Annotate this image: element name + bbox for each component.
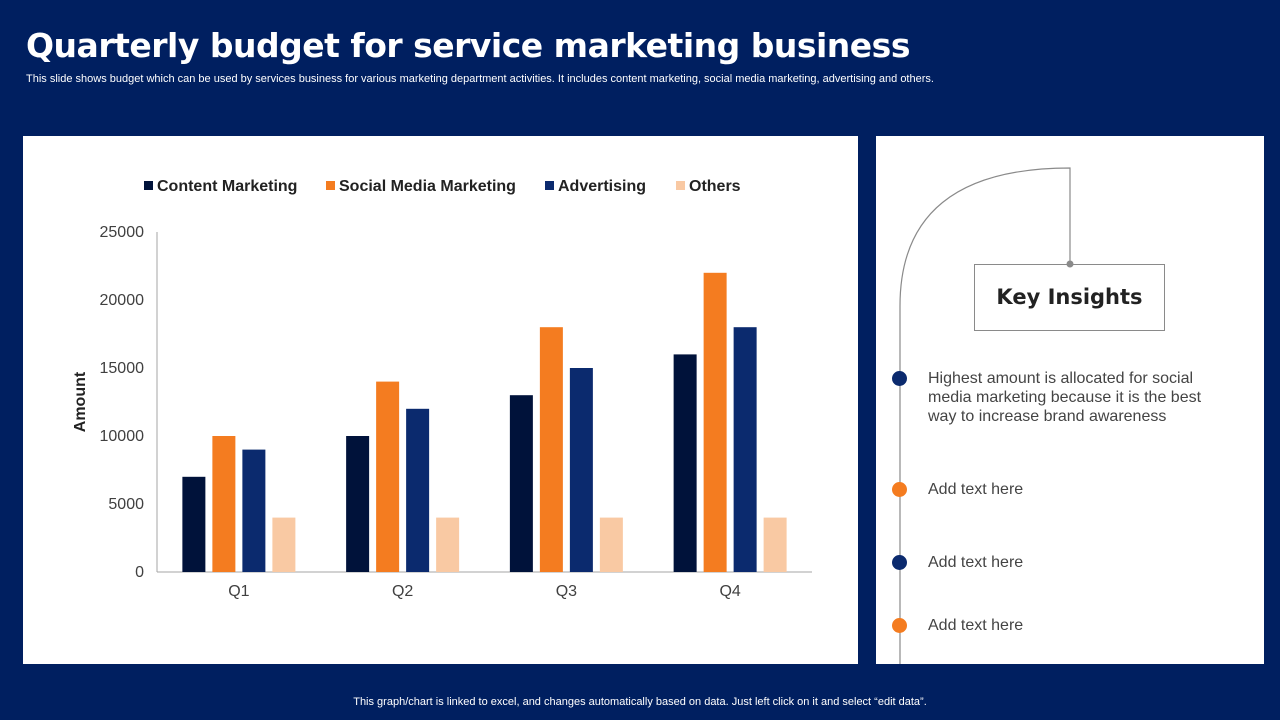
- y-axis-title: Amount: [72, 371, 89, 432]
- x-tick-label: Q2: [392, 583, 413, 600]
- legend-label: Social Media Marketing: [339, 178, 516, 195]
- y-tick-label: 25000: [100, 224, 145, 241]
- legend-label: Content Marketing: [157, 178, 297, 195]
- y-tick-label: 20000: [100, 292, 145, 309]
- bar: [599, 517, 623, 572]
- y-tick-label: 15000: [100, 360, 145, 377]
- footer-note: This graph/chart is linked to excel, and…: [353, 696, 927, 708]
- bar-chart[interactable]: 0 5000 10000 15000 20000 25000 Amount Q1 Q2 Q3 Q4 C…: [23, 136, 858, 664]
- bar: [182, 476, 206, 572]
- bar: [212, 436, 236, 572]
- page-title: Quarterly budget for service marketing b…: [26, 26, 910, 65]
- chart-panel: 0 5000 10000 15000 20000 25000 Amount Q1 Q2 Q3 Q4 C…: [23, 136, 858, 664]
- insight-text[interactable]: Highest amount is allocated for social m…: [928, 370, 1202, 425]
- insights-panel: Key Insights Highest amount is allocated…: [876, 136, 1264, 664]
- bullet-dot-icon: [892, 482, 907, 497]
- bar: [673, 354, 697, 572]
- legend-label: Others: [689, 178, 741, 195]
- bar: [569, 368, 593, 572]
- bar: [242, 449, 266, 572]
- bar: [376, 381, 400, 572]
- y-tick-label: 0: [135, 564, 144, 581]
- y-tick-label: 10000: [100, 428, 145, 445]
- legend-swatch: [545, 181, 554, 190]
- legend-swatch: [326, 181, 335, 190]
- bar: [763, 517, 787, 572]
- y-tick-label: 5000: [108, 496, 144, 513]
- bullet-dot-icon: [892, 618, 907, 633]
- insight-text[interactable]: Add text here: [928, 617, 1024, 634]
- bar: [509, 395, 533, 572]
- x-tick-label: Q4: [719, 583, 740, 600]
- bar: [733, 327, 757, 572]
- bar: [703, 272, 727, 572]
- bar: [539, 327, 563, 572]
- bar: [346, 436, 370, 572]
- x-tick-label: Q1: [228, 583, 249, 600]
- bar: [272, 517, 296, 572]
- insight-text[interactable]: Add text here: [928, 554, 1024, 571]
- bullet-dot-icon: [892, 371, 907, 386]
- legend-swatch: [676, 181, 685, 190]
- legend-swatch: [144, 181, 153, 190]
- insight-text[interactable]: Add text here: [928, 481, 1024, 498]
- bullet-dot-icon: [892, 555, 907, 570]
- legend-label: Advertising: [558, 178, 646, 195]
- bar: [406, 408, 430, 572]
- page-subtitle: This slide shows budget which can be use…: [26, 73, 934, 85]
- key-insights-heading: Key Insights: [974, 264, 1165, 331]
- x-tick-label: Q3: [556, 583, 577, 600]
- bar: [436, 517, 460, 572]
